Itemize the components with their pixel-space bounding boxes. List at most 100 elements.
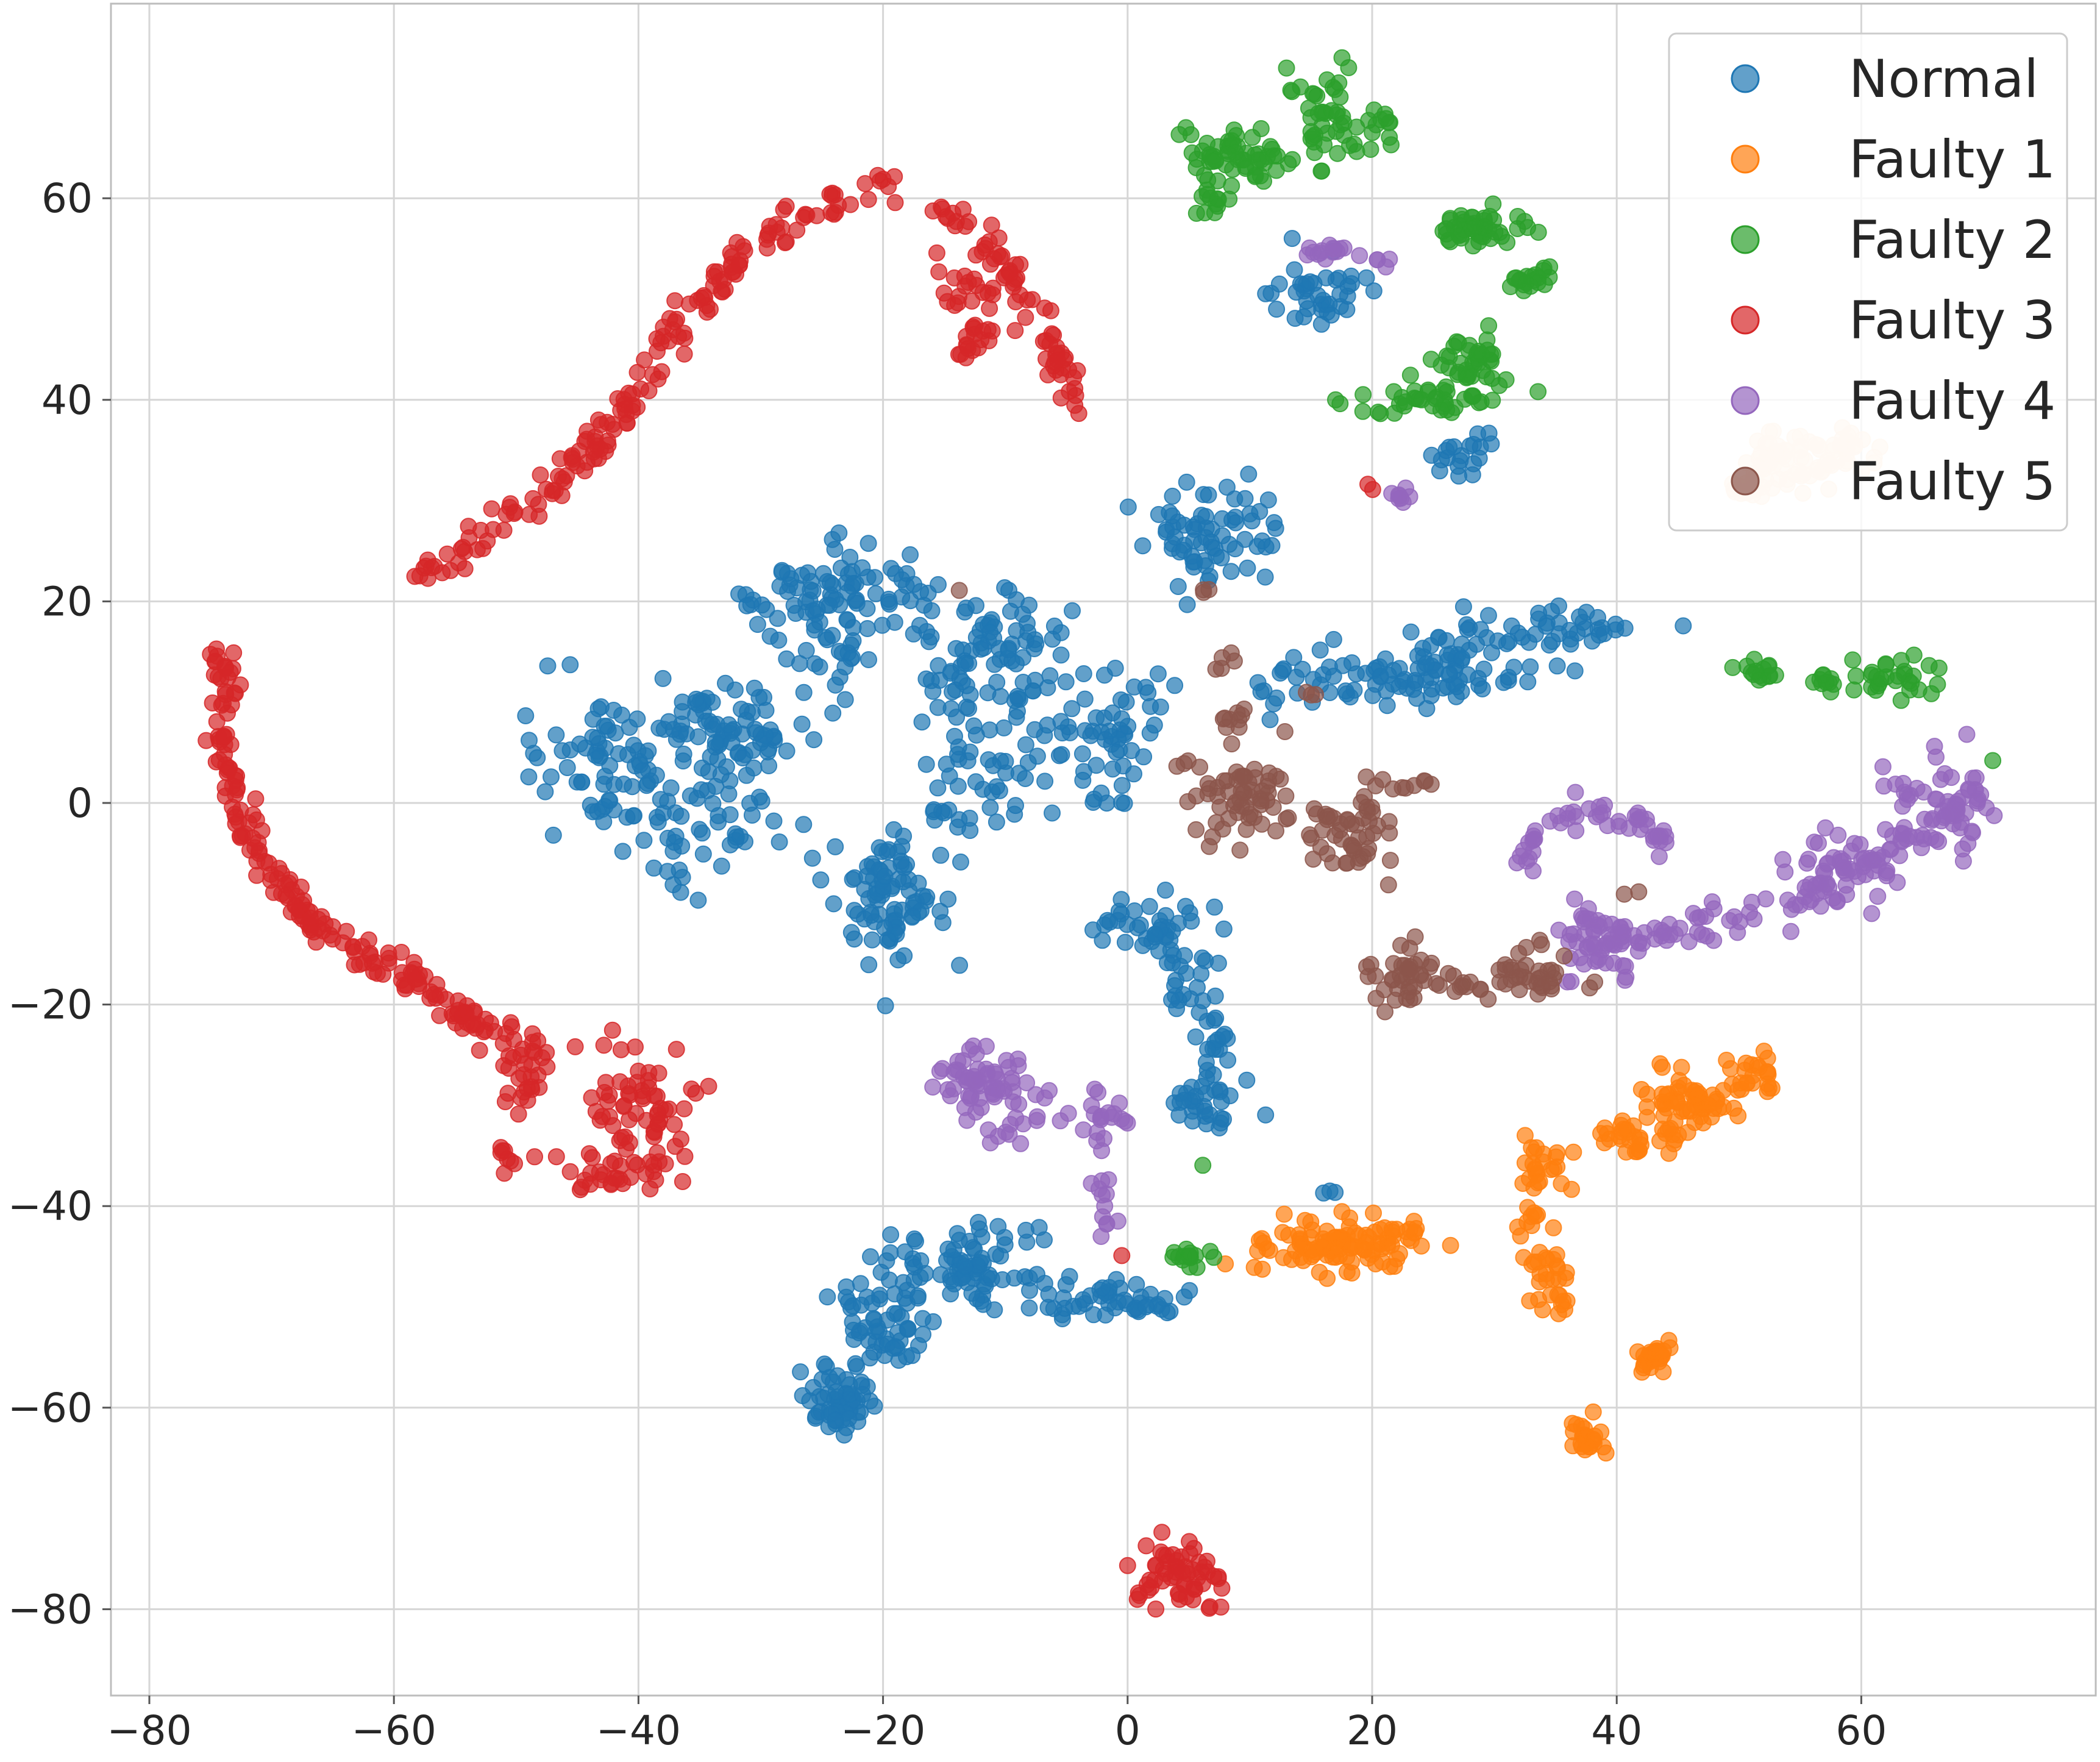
point-faulty-4 — [1609, 925, 1627, 943]
point-normal — [647, 766, 665, 784]
point-faulty-4 — [1874, 848, 1892, 866]
point-normal — [983, 1270, 1000, 1288]
point-faulty-3 — [582, 1165, 599, 1182]
point-normal — [1390, 678, 1408, 695]
point-faulty-2 — [1863, 663, 1881, 681]
point-faulty-5 — [1260, 772, 1277, 790]
point-faulty-4 — [1811, 874, 1829, 892]
point-faulty-3 — [930, 263, 948, 280]
legend-label: Faulty 1 — [1849, 129, 2056, 190]
point-normal — [1402, 623, 1420, 641]
point-faulty-5 — [1531, 932, 1548, 949]
point-normal — [986, 1301, 1003, 1319]
x-tick-label: −80 — [107, 1707, 191, 1754]
point-faulty-5 — [1223, 735, 1240, 753]
point-normal — [827, 1411, 844, 1429]
point-normal — [865, 1343, 883, 1361]
point-normal — [625, 807, 642, 824]
point-normal — [654, 669, 672, 687]
point-normal — [1128, 1275, 1145, 1293]
point-normal — [723, 733, 741, 751]
point-normal — [912, 1252, 930, 1269]
x-tick-label: 20 — [1347, 1707, 1398, 1754]
point-faulty-1 — [1319, 1269, 1336, 1287]
point-normal — [577, 739, 594, 757]
point-normal — [731, 827, 749, 845]
point-faulty-4 — [1631, 821, 1649, 838]
point-faulty-4 — [1088, 1132, 1106, 1150]
point-normal — [1595, 625, 1613, 643]
point-normal — [702, 748, 719, 766]
point-faulty-4 — [1645, 828, 1662, 845]
point-normal — [1156, 882, 1174, 899]
point-faulty-3 — [486, 1022, 504, 1040]
point-faulty-3 — [609, 390, 627, 407]
point-normal — [1175, 516, 1193, 534]
point-normal — [1423, 446, 1440, 464]
point-faulty-1 — [1341, 1209, 1359, 1227]
point-faulty-4 — [969, 1071, 987, 1088]
point-faulty-2 — [1302, 123, 1320, 140]
point-normal — [889, 951, 907, 969]
point-normal — [827, 838, 844, 855]
point-normal — [1422, 637, 1439, 654]
point-faulty-3 — [207, 753, 225, 771]
point-normal — [863, 907, 880, 924]
point-faulty-3 — [524, 1033, 541, 1051]
point-normal — [956, 654, 974, 672]
point-faulty-2 — [1892, 691, 1910, 709]
point-faulty-5 — [1332, 815, 1349, 833]
point-normal — [1198, 1069, 1216, 1087]
point-faulty-3 — [595, 1036, 613, 1054]
point-faulty-3 — [530, 1079, 548, 1096]
point-faulty-5 — [1231, 841, 1249, 859]
point-faulty-1 — [1275, 1205, 1293, 1223]
point-normal — [844, 619, 862, 637]
legend-marker — [1731, 225, 1760, 254]
point-faulty-2 — [1844, 651, 1862, 669]
legend-marker — [1731, 386, 1760, 415]
point-faulty-3 — [538, 480, 555, 498]
point-faulty-3 — [547, 1148, 565, 1166]
point-normal — [1020, 1299, 1038, 1317]
point-faulty-2 — [1910, 681, 1927, 699]
point-faulty-4 — [1913, 827, 1931, 844]
point-normal — [720, 785, 738, 803]
point-faulty-5 — [1399, 960, 1417, 977]
y-tick-label: 60 — [41, 175, 93, 222]
point-faulty-3 — [415, 559, 433, 577]
point-normal — [1118, 916, 1136, 933]
point-normal — [1322, 306, 1340, 324]
point-faulty-3 — [208, 713, 226, 730]
point-faulty-5 — [1615, 885, 1633, 903]
point-normal — [1196, 552, 1213, 569]
point-normal — [1020, 596, 1038, 614]
point-normal — [707, 733, 724, 751]
point-faulty-3 — [675, 345, 693, 363]
point-faulty-1 — [1255, 1234, 1272, 1252]
point-normal — [1006, 692, 1023, 710]
point-faulty-3 — [442, 562, 460, 579]
point-normal — [838, 1371, 855, 1388]
point-normal — [721, 806, 739, 824]
point-faulty-5 — [1267, 822, 1284, 840]
point-normal — [778, 742, 796, 760]
point-normal — [1548, 657, 1566, 675]
point-faulty-5 — [1217, 719, 1235, 736]
point-normal — [1166, 677, 1184, 694]
point-faulty-4 — [1757, 890, 1774, 908]
point-faulty-1 — [1565, 1423, 1582, 1441]
point-faulty-2 — [1817, 674, 1835, 691]
point-faulty-3 — [283, 881, 301, 899]
point-normal — [824, 704, 842, 722]
point-normal — [1126, 902, 1144, 919]
point-faulty-1 — [1643, 1345, 1660, 1363]
point-faulty-1 — [1547, 1148, 1565, 1166]
point-normal — [1285, 649, 1303, 666]
point-normal — [947, 681, 964, 699]
point-normal — [749, 616, 766, 633]
point-faulty-3 — [675, 1100, 693, 1118]
point-normal — [792, 1363, 810, 1381]
point-faulty-4 — [956, 1099, 973, 1116]
point-normal — [672, 807, 690, 825]
